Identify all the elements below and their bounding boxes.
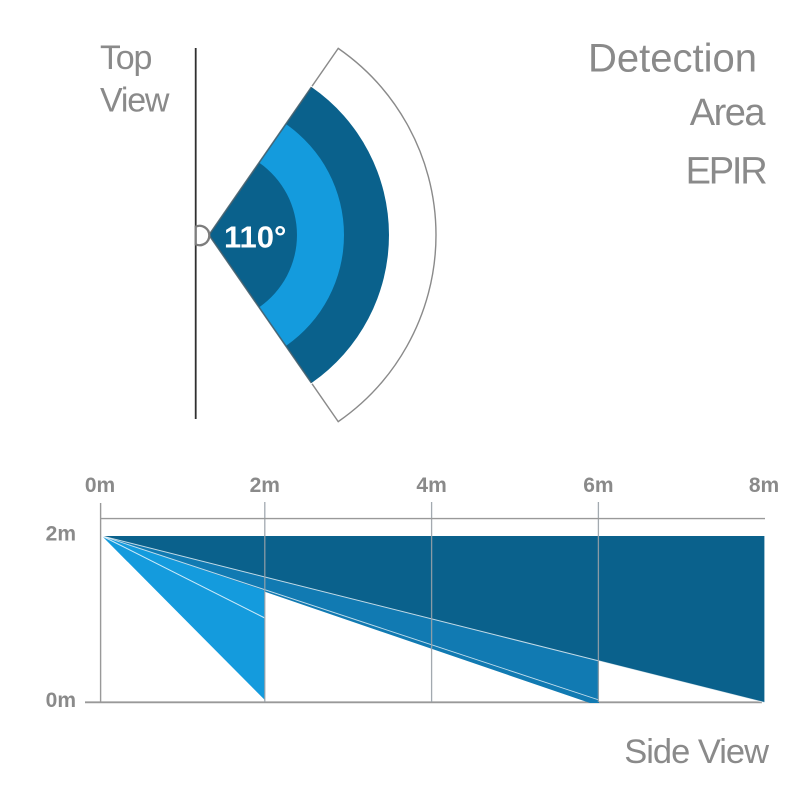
svg-text:Area: Area — [690, 92, 767, 134]
svg-text:110°: 110° — [224, 219, 286, 254]
svg-text:0m: 0m — [85, 474, 115, 497]
svg-text:6m: 6m — [583, 474, 613, 497]
svg-text:8m: 8m — [749, 474, 779, 497]
svg-text:Top: Top — [100, 39, 152, 77]
svg-text:0m: 0m — [46, 689, 76, 712]
svg-text:2m: 2m — [46, 523, 76, 546]
svg-text:4m: 4m — [416, 474, 446, 497]
svg-text:View: View — [100, 82, 170, 120]
svg-text:Detection: Detection — [588, 37, 757, 81]
svg-text:2m: 2m — [250, 474, 280, 497]
svg-text:Side View: Side View — [624, 733, 769, 771]
svg-text:EPIR: EPIR — [686, 151, 767, 193]
